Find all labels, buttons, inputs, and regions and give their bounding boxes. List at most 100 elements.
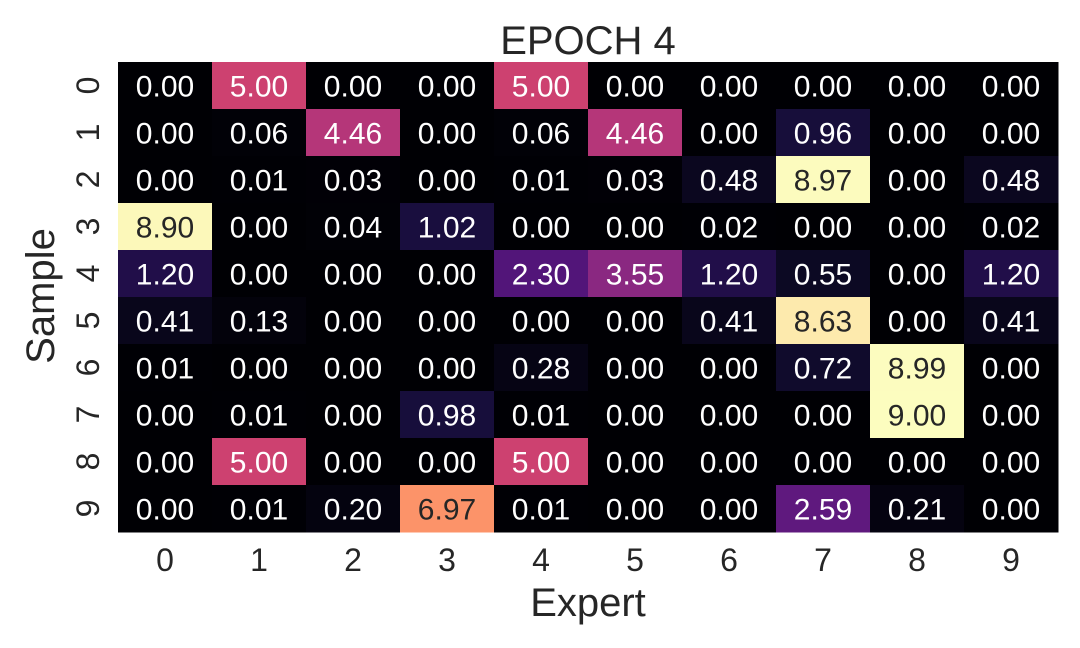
cell-value-r2-c4: 0.01 [512,165,570,198]
cell-r6-c0 [118,344,213,392]
cell-r1-c6 [682,109,777,157]
cell-r8-c2 [306,438,401,486]
cell-r2-c8 [870,156,965,204]
cell-r4-c9 [964,250,1059,298]
cell-value-r2-c2: 0.03 [324,165,382,198]
cell-value-r4-c8: 0.00 [888,259,946,292]
cell-r7-c1 [212,391,307,439]
y-axis-label: Sample [19,228,63,364]
cell-value-r0-c4: 5.00 [512,71,570,104]
cell-value-r3-c1: 0.00 [230,212,288,245]
cell-value-r0-c1: 5.00 [230,71,288,104]
cell-r7-c5 [588,391,683,439]
cell-value-r1-c8: 0.00 [888,118,946,151]
cell-value-r8-c9: 0.00 [982,447,1040,480]
y-tick-8: 8 [70,453,106,471]
cell-r0-c1 [212,62,307,110]
cell-r9-c6 [682,485,777,533]
cell-r3-c1 [212,203,307,251]
cell-value-r1-c4: 0.06 [512,118,570,151]
cell-value-r5-c4: 0.00 [512,306,570,339]
cell-value-r6-c8: 8.99 [888,353,946,386]
cell-value-r6-c1: 0.00 [230,353,288,386]
cell-r4-c3 [400,250,495,298]
cell-r8-c9 [964,438,1059,486]
cell-value-r9-c0: 0.00 [136,494,194,527]
x-tick-8: 8 [908,542,926,578]
cell-r7-c8 [870,391,965,439]
cell-r2-c4 [494,156,589,204]
cell-r4-c2 [306,250,401,298]
cell-value-r4-c4: 2.30 [512,259,570,292]
cell-r4-c6 [682,250,777,298]
cell-r5-c8 [870,297,965,345]
cell-r0-c4 [494,62,589,110]
cell-value-r9-c7: 2.59 [794,494,852,527]
cell-r2-c6 [682,156,777,204]
cell-value-r9-c2: 0.20 [324,494,382,527]
cell-value-r2-c3: 0.00 [418,165,476,198]
cell-r1-c3 [400,109,495,157]
cell-value-r7-c8: 9.00 [888,400,946,433]
cell-value-r3-c8: 0.00 [888,212,946,245]
cell-value-r7-c3: 0.98 [418,400,476,433]
cell-value-r0-c3: 0.00 [418,71,476,104]
cell-r5-c6 [682,297,777,345]
cell-value-r1-c7: 0.96 [794,118,852,151]
cell-value-r5-c9: 0.41 [982,306,1040,339]
cell-value-r8-c5: 0.00 [606,447,664,480]
cell-r0-c5 [588,62,683,110]
cell-r8-c3 [400,438,495,486]
cell-value-r7-c4: 0.01 [512,400,570,433]
x-tick-3: 3 [438,542,456,578]
cell-r9-c8 [870,485,965,533]
cell-r2-c9 [964,156,1059,204]
cell-value-r9-c9: 0.00 [982,494,1040,527]
cell-value-r7-c2: 0.00 [324,400,382,433]
cell-r5-c0 [118,297,213,345]
cell-value-r7-c6: 0.00 [700,400,758,433]
y-tick-2: 2 [70,171,106,189]
cell-r0-c2 [306,62,401,110]
y-tick-6: 6 [70,359,106,377]
cell-value-r8-c7: 0.00 [794,447,852,480]
cell-r9-c5 [588,485,683,533]
cell-value-r4-c5: 3.55 [606,259,664,292]
cell-value-r8-c3: 0.00 [418,447,476,480]
cell-value-r0-c0: 0.00 [136,71,194,104]
cell-value-r9-c8: 0.21 [888,494,946,527]
cell-r5-c2 [306,297,401,345]
cell-r3-c7 [776,203,871,251]
x-tick-6: 6 [720,542,738,578]
cell-r9-c7 [776,485,871,533]
y-tick-1: 1 [70,124,106,142]
y-tick-3: 3 [70,218,106,236]
cell-r5-c4 [494,297,589,345]
cell-value-r6-c6: 0.00 [700,353,758,386]
cell-r0-c6 [682,62,777,110]
cell-r9-c9 [964,485,1059,533]
cell-value-r1-c1: 0.06 [230,118,288,151]
cell-r5-c3 [400,297,495,345]
cell-value-r0-c8: 0.00 [888,71,946,104]
cell-value-r2-c0: 0.00 [136,165,194,198]
cell-r3-c3 [400,203,495,251]
cell-r1-c4 [494,109,589,157]
cell-r6-c2 [306,344,401,392]
cell-r8-c7 [776,438,871,486]
cell-r6-c9 [964,344,1059,392]
cell-r0-c8 [870,62,965,110]
cell-r1-c7 [776,109,871,157]
cell-value-r0-c6: 0.00 [700,71,758,104]
cell-r3-c2 [306,203,401,251]
cell-r0-c7 [776,62,871,110]
cell-r6-c8 [870,344,965,392]
cell-value-r7-c1: 0.01 [230,400,288,433]
cell-r9-c4 [494,485,589,533]
cell-r0-c0 [118,62,213,110]
y-tick-9: 9 [70,500,106,518]
cell-value-r1-c6: 0.00 [700,118,758,151]
cell-r0-c9 [964,62,1059,110]
cell-r6-c3 [400,344,495,392]
cell-value-r4-c9: 1.20 [982,259,1040,292]
